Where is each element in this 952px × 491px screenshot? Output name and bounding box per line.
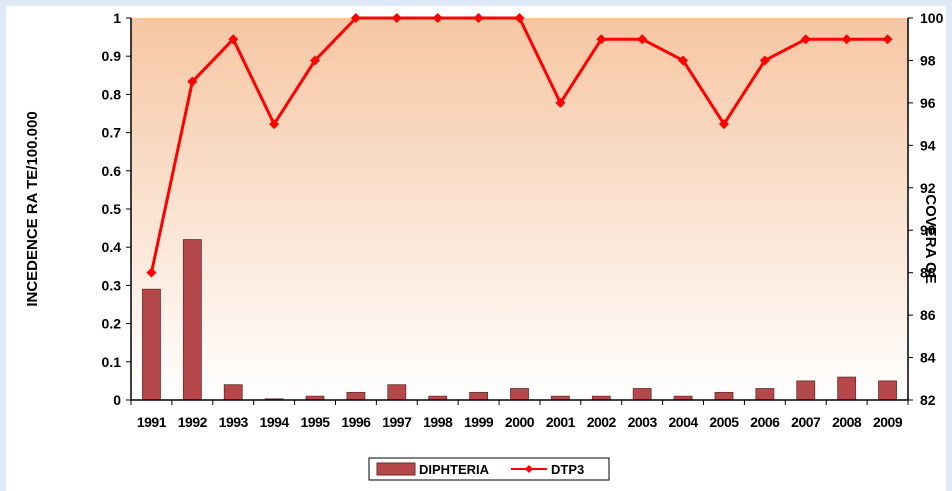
x-tick-label: 2009 [873, 414, 903, 430]
bar-diphteria-2007 [796, 380, 816, 401]
y-tick-label: 0.6 [102, 163, 122, 179]
bar-diphteria-1996 [346, 391, 366, 401]
y-axis-label: INCEDENCE RA TE/100.000 [24, 111, 41, 306]
point-dtp3-1991 [146, 267, 157, 278]
legend-box [368, 457, 610, 481]
bar-diphteria-2003 [632, 388, 652, 401]
point-dtp3-1992 [187, 76, 198, 87]
legend-label-diphteria: DIPHTERIA [419, 462, 490, 477]
point-dtp3-2003 [637, 34, 648, 45]
legend-label-dtp3: DTP3 [551, 462, 584, 477]
combo-chart: 0 0.1 0.2 0.3 0.4 0.5 0.6 0.7 0.8 0.9 1 82 84 86 88 90… [24, 10, 944, 481]
point-dtp3-2001 [555, 97, 566, 108]
x-tick-label: 2002 [587, 414, 617, 430]
x-tick-label: 1992 [178, 414, 208, 430]
y-tick-label: 0.9 [102, 48, 122, 64]
x-tick-label: 1997 [382, 414, 412, 430]
y-tick-label: 0.8 [102, 86, 122, 102]
bar-diphteria-1993 [223, 384, 243, 401]
x-tick-label: 1996 [341, 414, 371, 430]
bar-diphteria-1992 [182, 239, 202, 401]
point-dtp3-1997 [391, 13, 402, 23]
x-tick-label: 2008 [832, 414, 862, 430]
point-dtp3-2009 [882, 34, 893, 45]
bar-diphteria-2009 [878, 380, 897, 401]
x-tick-label: 2000 [505, 414, 535, 430]
y-tick-label: 0 [113, 392, 121, 408]
y2-tick-label: 92 [920, 180, 936, 196]
y2-tick-label: 98 [920, 52, 936, 68]
y2-tick-label: 82 [920, 392, 936, 408]
y-tick-label: 1 [113, 10, 121, 26]
y-tick-label: 0.4 [102, 239, 122, 255]
plot-area [131, 18, 908, 400]
point-dtp3-1993 [228, 34, 239, 45]
legend-marker-dtp3 [525, 465, 533, 473]
y-tick-label: 0.5 [102, 201, 122, 217]
y2-tick-label: 88 [920, 265, 936, 281]
y2-tick-label: 84 [920, 350, 936, 366]
x-tick-label: 2006 [750, 414, 780, 430]
legend-swatch-diphteria [376, 462, 416, 476]
legend: DIPHTERIA DTP3 [368, 457, 610, 481]
point-dtp3-2000 [514, 13, 525, 23]
x-tick-label: 2001 [546, 414, 576, 430]
point-dtp3-2004 [678, 55, 689, 66]
point-dtp3-2005 [718, 119, 729, 130]
bar-diphteria-2008 [837, 376, 857, 401]
chart-panel: 0 0.1 0.2 0.3 0.4 0.5 0.6 0.7 0.8 0.9 1 82 84 86 88 90… [6, 6, 946, 491]
point-dtp3-1995 [310, 55, 321, 66]
y2-tick-label: 86 [920, 307, 936, 323]
x-tick-label: 1995 [300, 414, 330, 430]
x-tick-label: 2007 [791, 414, 821, 430]
y-tick-label: 0.2 [102, 316, 122, 332]
y-tick-label: 0.7 [102, 125, 122, 141]
y2-tick-label: 94 [920, 137, 936, 153]
y2-tick-label: 100 [920, 10, 944, 26]
x-tick-label: 1993 [219, 414, 249, 430]
bar-diphteria-2006 [755, 388, 775, 401]
y2-axis-label: COVERA GE [922, 194, 939, 283]
point-dtp3-1999 [473, 13, 484, 23]
y2-tick-label: 96 [920, 95, 936, 111]
bar-diphteria-1999 [469, 391, 489, 401]
x-tick-label: 2005 [709, 414, 739, 430]
x-tick-label: 1999 [464, 414, 494, 430]
bar-diphteria-2005 [714, 391, 734, 401]
point-dtp3-2002 [596, 34, 607, 45]
x-tick-label: 1994 [260, 414, 290, 430]
point-dtp3-1998 [432, 13, 443, 23]
y-tick-label: 0.1 [102, 354, 122, 370]
x-tick-label: 1991 [137, 414, 167, 430]
bar-diphteria-1997 [387, 384, 407, 401]
x-tick-label: 2003 [628, 414, 658, 430]
y2-tick-label: 90 [920, 222, 936, 238]
point-dtp3-1996 [350, 13, 361, 23]
point-dtp3-2008 [841, 34, 852, 45]
y-tick-label: 0.3 [102, 277, 122, 293]
point-dtp3-2006 [759, 55, 770, 66]
x-tick-label: 1998 [423, 414, 453, 430]
bar-diphteria-2000 [510, 388, 529, 401]
x-tick-label: 2004 [669, 414, 699, 430]
point-dtp3-2007 [800, 34, 811, 45]
point-dtp3-1994 [269, 119, 280, 130]
bar-diphteria-1991 [142, 288, 161, 401]
